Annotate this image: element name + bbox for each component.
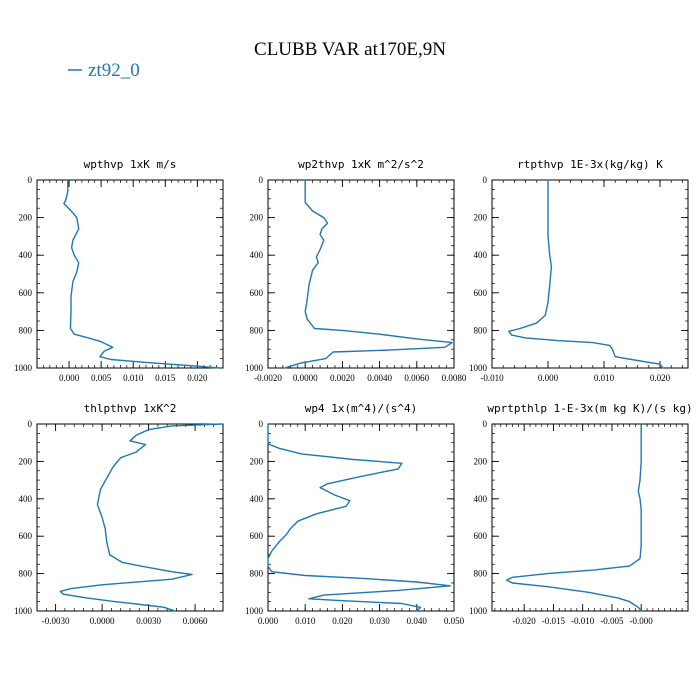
y-tick-label: 600 bbox=[250, 531, 264, 541]
y-tick-label: 1000 bbox=[14, 363, 33, 373]
series-line bbox=[63, 179, 221, 369]
y-tick-label: 1000 bbox=[469, 363, 488, 373]
x-tick-label: 0.020 bbox=[650, 373, 671, 383]
y-tick-label: 1000 bbox=[469, 606, 488, 616]
series-line bbox=[505, 423, 642, 612]
panel-title: wpthvp 1xK m/s bbox=[84, 158, 177, 171]
x-tick-label: 0.0040 bbox=[367, 373, 392, 383]
y-tick-label: 200 bbox=[250, 456, 264, 466]
x-tick-label: -0.010 bbox=[571, 616, 595, 626]
panel-title: wprtpthlp 1-E-3x(m kg K)/(s kg) bbox=[487, 402, 692, 415]
y-tick-label: 1000 bbox=[245, 606, 264, 616]
y-tick-label: 200 bbox=[474, 213, 488, 223]
y-tick-label: 600 bbox=[474, 288, 488, 298]
x-tick-label: 0.0060 bbox=[404, 373, 429, 383]
x-tick-label: 0.005 bbox=[91, 373, 112, 383]
panel-title: wp2thvp 1xK m^2/s^2 bbox=[298, 158, 424, 171]
panel-title: thlpthvp 1xK^2 bbox=[84, 402, 177, 415]
y-tick-label: 800 bbox=[474, 569, 488, 579]
figure-title: CLUBB VAR at170E,9N bbox=[254, 39, 446, 60]
x-tick-label: 0.020 bbox=[187, 373, 208, 383]
y-tick-label: 400 bbox=[19, 250, 33, 260]
x-tick-label: 0.0000 bbox=[293, 373, 318, 383]
x-tick-label: -0.0030 bbox=[42, 616, 70, 626]
panel-title: rtpthvp 1E-3x(kg/kg) K bbox=[517, 158, 663, 171]
x-tick-label: 0.010 bbox=[594, 373, 615, 383]
y-tick-label: 800 bbox=[19, 569, 33, 579]
x-tick-label: -0.010 bbox=[480, 373, 504, 383]
legend-label: zt92_0 bbox=[88, 60, 140, 81]
y-tick-label: 600 bbox=[250, 288, 264, 298]
series-line bbox=[267, 423, 451, 612]
y-tick-label: 1000 bbox=[14, 606, 33, 616]
x-tick-label: -0.005 bbox=[600, 616, 624, 626]
y-tick-label: 800 bbox=[250, 569, 264, 579]
y-tick-label: 800 bbox=[250, 325, 264, 335]
x-tick-label: -0.015 bbox=[542, 616, 566, 626]
x-tick-label: 0.010 bbox=[123, 373, 144, 383]
y-tick-label: 400 bbox=[19, 494, 33, 504]
panel-3: rtpthvp 1E-3x(kg/kg) K 0 200 400 600 800 1000-… bbox=[469, 158, 689, 383]
x-tick-label: -0.0020 bbox=[254, 373, 282, 383]
x-tick-label: 0.0080 bbox=[442, 373, 467, 383]
x-tick-label: 0.0060 bbox=[183, 616, 208, 626]
x-tick-label: 0.015 bbox=[155, 373, 176, 383]
x-tick-label: 0.040 bbox=[407, 616, 428, 626]
x-tick-label: 0.010 bbox=[295, 616, 316, 626]
panel-1: wpthvp 1xK m/s 0 200 400 600 800 1000 0.000 0.00… bbox=[14, 158, 224, 383]
x-tick-label: 0.0000 bbox=[90, 616, 115, 626]
y-tick-label: 200 bbox=[19, 213, 33, 223]
y-tick-label: 0 bbox=[28, 419, 33, 429]
panel-6: wprtpthlp 1-E-3x(m kg K)/(s kg) 0 200 400 60… bbox=[469, 402, 693, 626]
y-tick-label: 600 bbox=[19, 288, 33, 298]
x-tick-label: 0.020 bbox=[332, 616, 353, 626]
series-line bbox=[508, 179, 664, 369]
y-tick-label: 600 bbox=[19, 531, 33, 541]
y-tick-label: 200 bbox=[19, 456, 33, 466]
y-tick-label: 600 bbox=[474, 531, 488, 541]
y-tick-label: 400 bbox=[474, 494, 488, 504]
panel-4: thlpthvp 1xK^2 0 200 400 600 800 1000 -0.0030 0.… bbox=[14, 402, 224, 626]
panel-2: wp2thvp 1xK m^2/s^2 0 200 400 600 800 1000-0.0… bbox=[245, 158, 467, 383]
panel-title: wp4 1x(m^4)/(s^4) bbox=[305, 402, 418, 415]
y-tick-label: 800 bbox=[474, 325, 488, 335]
series-line bbox=[284, 179, 453, 369]
y-tick-label: 400 bbox=[250, 250, 264, 260]
x-tick-label: 0.050 bbox=[444, 616, 465, 626]
x-tick-label: 0.000 bbox=[59, 373, 80, 383]
y-tick-label: 1000 bbox=[245, 363, 264, 373]
y-tick-label: 400 bbox=[474, 250, 488, 260]
y-tick-label: 200 bbox=[250, 213, 264, 223]
y-tick-label: 800 bbox=[19, 325, 33, 335]
y-tick-label: 0 bbox=[28, 175, 33, 185]
x-tick-label: 0.0030 bbox=[136, 616, 161, 626]
x-tick-label: 0.000 bbox=[258, 616, 279, 626]
y-tick-label: 0 bbox=[259, 419, 264, 429]
x-tick-label: 0.030 bbox=[369, 616, 390, 626]
x-tick-label: -0.020 bbox=[513, 616, 537, 626]
x-tick-label: 0.0020 bbox=[330, 373, 355, 383]
y-tick-label: 0 bbox=[483, 419, 488, 429]
x-tick-label: 0.000 bbox=[538, 373, 559, 383]
series-line bbox=[59, 423, 223, 612]
x-tick-label: -0.000 bbox=[630, 616, 654, 626]
y-tick-label: 400 bbox=[250, 494, 264, 504]
y-tick-label: 0 bbox=[259, 175, 264, 185]
y-tick-label: 200 bbox=[474, 456, 488, 466]
y-tick-label: 0 bbox=[483, 175, 488, 185]
